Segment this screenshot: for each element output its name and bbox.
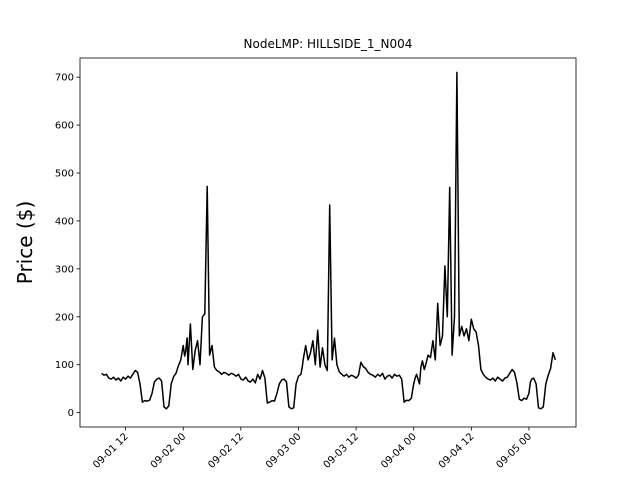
y-tick-label: 300 (55, 264, 74, 275)
y-tick-label: 0 (68, 408, 74, 419)
plot-area-frame (79, 57, 577, 428)
y-tick-label: 200 (55, 312, 74, 323)
y-axis: 0 100 200 300 400 500 600 700 (55, 73, 80, 419)
price-series-line (101, 71, 557, 410)
y-tick-label: 100 (55, 360, 74, 371)
y-tick-label: 500 (55, 169, 74, 180)
y-tick-label: 700 (55, 73, 74, 84)
y-tick-label: 600 (55, 121, 74, 132)
chart-title: NodeLMP: HILLSIDE_1_N004 (244, 37, 413, 51)
y-axis-label: Price ($) (13, 201, 37, 284)
y-tick-label: 400 (55, 216, 74, 227)
